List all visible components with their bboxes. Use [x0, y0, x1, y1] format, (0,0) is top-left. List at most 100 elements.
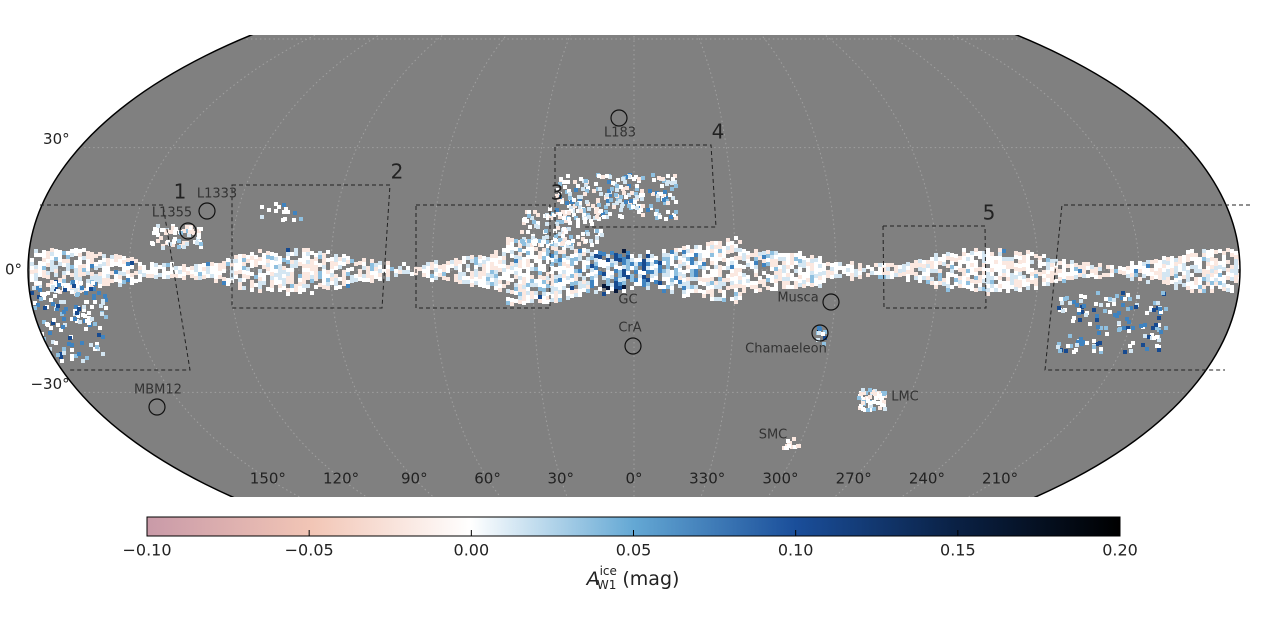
emission-pixel: [310, 263, 314, 267]
emission-pixel: [138, 262, 142, 266]
emission-pixel: [570, 278, 574, 282]
emission-pixel: [150, 262, 154, 266]
emission-pixel: [66, 271, 70, 275]
emission-pixel: [674, 256, 678, 260]
emission-pixel: [34, 269, 38, 273]
emission-pixel: [1126, 307, 1130, 311]
emission-pixel: [637, 177, 641, 181]
emission-pixel: [114, 258, 118, 262]
emission-pixel: [1059, 297, 1063, 301]
emission-pixel: [1230, 273, 1234, 277]
emission-pixel: [974, 268, 978, 272]
emission-pixel: [438, 273, 442, 277]
emission-pixel: [172, 240, 176, 244]
emission-pixel: [38, 354, 42, 358]
emission-pixel: [1054, 267, 1058, 271]
emission-pixel: [562, 262, 566, 266]
emission-pixel: [98, 252, 102, 256]
emission-pixel: [1222, 283, 1226, 287]
emission-pixel: [426, 270, 430, 274]
emission-pixel: [986, 256, 990, 260]
emission-pixel: [74, 268, 78, 272]
emission-pixel: [974, 276, 978, 280]
emission-pixel: [1182, 263, 1186, 267]
emission-pixel: [595, 215, 599, 219]
emission-pixel: [102, 274, 106, 278]
emission-pixel: [1054, 271, 1058, 275]
emission-pixel: [662, 273, 666, 277]
emission-pixel: [562, 278, 566, 282]
emission-pixel: [1046, 266, 1050, 270]
emission-pixel: [874, 271, 878, 275]
emission-pixel: [190, 270, 194, 274]
emission-pixel: [1164, 326, 1168, 330]
emission-pixel: [1002, 281, 1006, 285]
emission-pixel: [554, 247, 558, 251]
emission-pixel: [786, 269, 790, 273]
emission-pixel: [858, 267, 862, 271]
emission-pixel: [562, 180, 566, 184]
emission-pixel: [246, 271, 250, 275]
emission-pixel: [466, 276, 470, 280]
emission-pixel: [730, 257, 734, 261]
emission-pixel: [58, 250, 62, 254]
emission-pixel: [1068, 334, 1072, 338]
emission-pixel: [730, 277, 734, 281]
emission-pixel: [659, 192, 663, 196]
emission-pixel: [530, 247, 534, 251]
emission-pixel: [754, 289, 758, 293]
emission-pixel: [686, 269, 690, 273]
emission-pixel: [366, 266, 370, 270]
emission-pixel: [118, 279, 122, 283]
emission-pixel: [790, 261, 794, 265]
emission-pixel: [567, 241, 571, 245]
emission-pixel: [714, 297, 718, 301]
emission-pixel: [518, 268, 522, 272]
emission-pixel: [28, 323, 31, 327]
emission-pixel: [590, 272, 594, 276]
emission-pixel: [818, 264, 822, 268]
emission-pixel: [784, 446, 788, 450]
emission-pixel: [582, 284, 586, 288]
emission-pixel: [1010, 281, 1014, 285]
emission-pixel: [126, 266, 130, 270]
emission-pixel: [566, 276, 570, 280]
emission-pixel: [670, 274, 674, 278]
emission-pixel: [350, 259, 354, 263]
emission-pixel: [710, 269, 714, 273]
emission-pixel: [970, 267, 974, 271]
emission-pixel: [86, 251, 90, 255]
emission-pixel: [1130, 261, 1134, 265]
region-number: 2: [391, 160, 404, 184]
emission-pixel: [546, 284, 550, 288]
emission-pixel: [774, 263, 778, 267]
emission-pixel: [550, 254, 554, 258]
emission-pixel: [1230, 285, 1234, 289]
emission-pixel: [59, 352, 63, 356]
emission-pixel: [182, 264, 186, 268]
emission-pixel: [1154, 275, 1158, 279]
object-label: GC: [618, 293, 637, 308]
emission-pixel: [1002, 265, 1006, 269]
emission-pixel: [1084, 313, 1088, 317]
emission-pixel: [210, 262, 214, 266]
emission-pixel: [814, 262, 818, 266]
emission-pixel: [442, 268, 446, 272]
emission-pixel: [34, 253, 38, 257]
emission-pixel: [1014, 255, 1018, 259]
emission-pixel: [877, 394, 881, 398]
emission-pixel: [28, 300, 30, 304]
emission-pixel: [30, 291, 34, 295]
emission-pixel: [54, 253, 58, 257]
emission-pixel: [938, 269, 942, 273]
emission-pixel: [1068, 301, 1072, 305]
emission-pixel: [206, 270, 210, 274]
emission-pixel: [382, 269, 386, 273]
emission-pixel: [1226, 272, 1230, 276]
emission-pixel: [581, 187, 585, 191]
emission-pixel: [861, 401, 865, 405]
emission-pixel: [606, 266, 610, 270]
emission-pixel: [1150, 333, 1154, 337]
emission-pixel: [526, 299, 530, 303]
emission-pixel: [522, 261, 526, 265]
